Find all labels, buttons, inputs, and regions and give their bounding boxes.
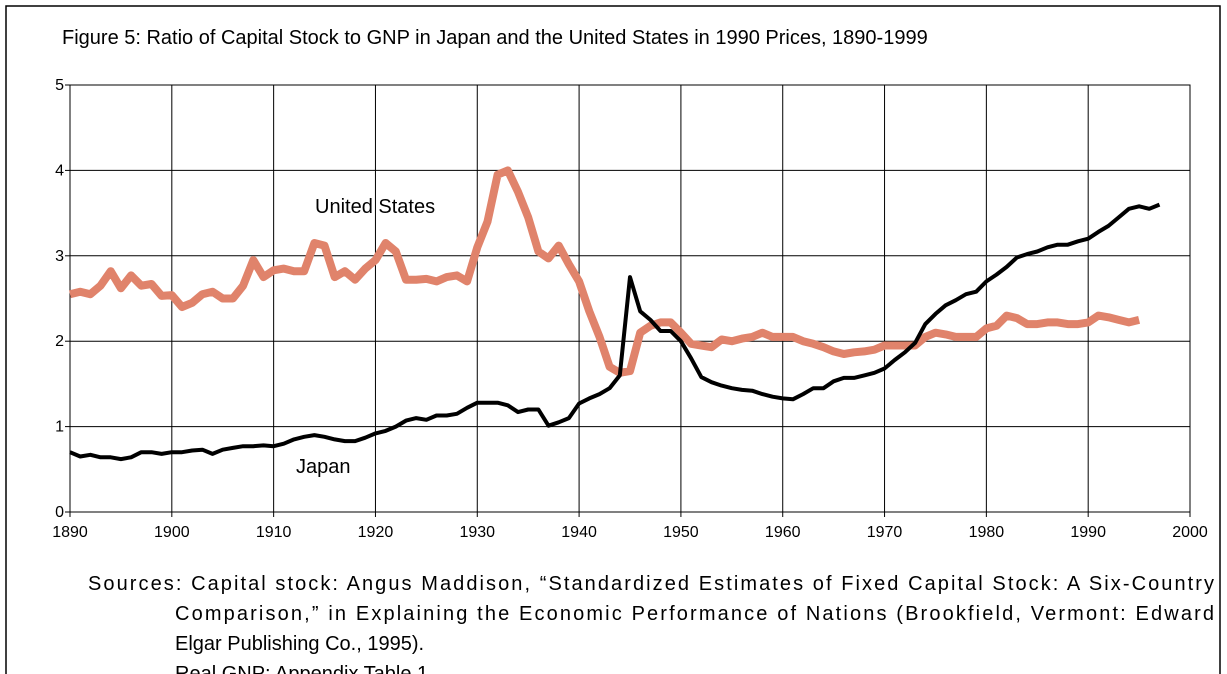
x-tick-label: 1890: [52, 524, 88, 541]
x-tick-label: 1920: [358, 524, 394, 541]
x-tick-label: 1940: [561, 524, 597, 541]
frame: [5, 5, 1221, 674]
x-tick-label: 1930: [459, 524, 495, 541]
source-line: Real GNP: Appendix Table 1.: [175, 663, 434, 674]
series-line: [69, 166, 1141, 377]
y-tick-label: 4: [55, 162, 64, 179]
chart-title: Figure 5: Ratio of Capital Stock to GNP …: [62, 27, 928, 49]
source-line: Sources: Capital stock: Angus Maddison, …: [88, 573, 1214, 595]
y-tick-label: 3: [55, 248, 64, 265]
source-line: Comparison,” in Explaining the Economic …: [175, 603, 1214, 625]
y-tick-label: 2: [55, 333, 64, 350]
x-tick-label: 1960: [765, 524, 801, 541]
y-tick-label: 1: [55, 419, 64, 436]
x-tick-label: 1990: [1070, 524, 1106, 541]
y-tick-label: 0: [55, 504, 64, 521]
y-tick-label: 5: [55, 77, 64, 94]
annotation: Japan: [296, 456, 351, 478]
x-tick-label: 1950: [663, 524, 699, 541]
x-tick-label: 1980: [969, 524, 1005, 541]
x-tick-label: 1970: [867, 524, 903, 541]
x-tick-label: 1910: [256, 524, 292, 541]
source-line: Elgar Publishing Co., 1995).: [175, 633, 424, 655]
x-tick-label: 2000: [1172, 524, 1208, 541]
x-tick-label: 1900: [154, 524, 190, 541]
series-line: [69, 202, 1161, 462]
